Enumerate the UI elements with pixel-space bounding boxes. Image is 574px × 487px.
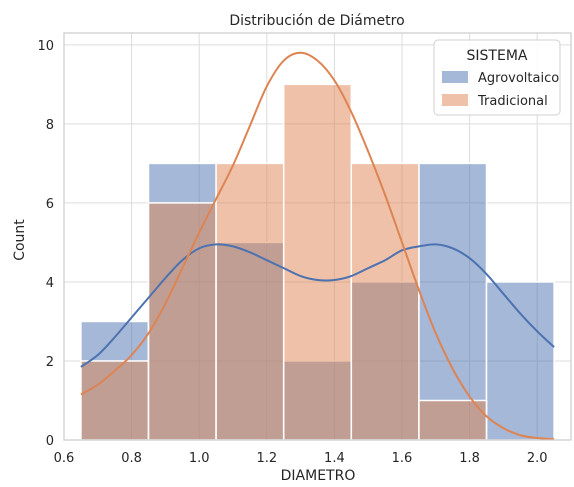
legend: SISTEMA Agrovoltaico Tradicional (433, 39, 561, 116)
x-axis-label: DIAMETRO (281, 468, 356, 484)
x-tick-label: 0.8 (121, 451, 142, 466)
bar-tradicional-4 (350, 162, 420, 441)
bar-agrovoltaico-5 (418, 162, 488, 441)
kde-line-tradicional (80, 51, 555, 441)
y-tick-label: 10 (37, 39, 54, 54)
legend-label-tradicional: Tradicional (477, 94, 548, 109)
y-tick-label: 6 (46, 197, 54, 212)
kde-curves (80, 51, 555, 441)
x-axis-ticks: 0.6 0.8 1.0 1.2 1.4 1.6 1.8 2.0 (54, 451, 548, 466)
x-tick-label: 1.2 (256, 451, 277, 466)
legend-swatch-tradicional (442, 94, 468, 106)
x-tick-label: 1.4 (324, 451, 345, 466)
bar-tradicional-1 (147, 202, 217, 441)
y-tick-label: 8 (46, 118, 54, 133)
legend-title: SISTEMA (467, 48, 528, 64)
bar-agrovoltaico-6 (485, 281, 555, 441)
bar-tradicional-0 (80, 360, 150, 441)
plot-frame (63, 32, 572, 441)
legend-swatch-agrovoltaico (442, 71, 468, 83)
kde-line-agrovoltaico (80, 243, 555, 368)
y-axis-label: Count (12, 219, 28, 261)
y-tick-label: 4 (46, 276, 54, 291)
bar-tradicional-5 (418, 399, 488, 441)
x-tick-label: 1.0 (189, 451, 210, 466)
legend-label-agrovoltaico: Agrovoltaico (478, 71, 559, 86)
y-tick-label: 2 (46, 355, 54, 370)
bar-tradicional-3 (282, 83, 353, 441)
x-tick-label: 0.6 (54, 451, 75, 466)
y-tick-label: 0 (46, 434, 54, 449)
x-tick-label: 1.6 (392, 451, 413, 466)
x-tick-label: 1.8 (459, 451, 480, 466)
x-tick-label: 2.0 (527, 451, 548, 466)
plot-border (63, 32, 572, 441)
bar-tradicional-2 (215, 162, 285, 441)
y-axis-ticks: 0 2 4 6 8 10 (37, 39, 54, 449)
chart-title: Distribución de Diámetro (229, 13, 404, 29)
